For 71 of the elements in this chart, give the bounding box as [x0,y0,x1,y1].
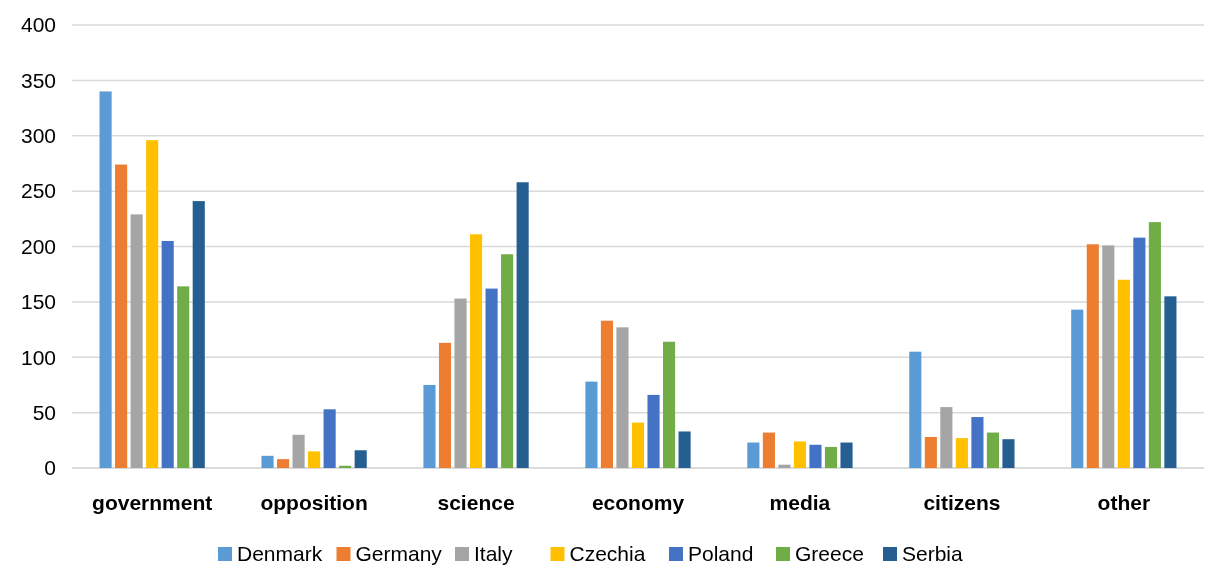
bar [971,417,984,468]
x-tick-label: opposition [260,491,368,514]
y-tick-label: 200 [20,234,56,258]
bar [1071,309,1084,468]
bar [1133,237,1146,468]
bar [1117,279,1130,468]
y-tick-label: 250 [20,179,56,203]
bar [501,254,514,468]
legend-label: Czechia [569,542,646,565]
y-tick-label: 0 [44,456,56,480]
bar [924,436,937,468]
bar [146,140,159,468]
y-tick-label: 150 [20,290,56,314]
bar [778,464,791,468]
bar [631,422,645,468]
legend-label: Germany [355,542,443,565]
x-tick-label: citizens [923,491,1001,514]
bar [840,442,853,468]
bar [161,240,174,468]
x-tick-label: economy [591,491,685,514]
bar [1086,244,1099,468]
bar [940,407,953,468]
y-tick-label: 50 [32,400,56,424]
bar [1002,439,1015,468]
bar [308,451,321,468]
legend-label: Denmark [237,542,323,565]
bar [647,394,660,468]
bar [824,446,838,468]
bar [1164,296,1177,468]
bar [438,342,452,468]
bar [115,164,128,468]
bar [354,450,367,468]
bar [793,441,806,468]
x-tick-label: government [92,491,213,514]
legend-label: Serbia [902,542,964,565]
bar [277,459,290,468]
bar [177,286,190,468]
bar [747,442,760,468]
bar [809,444,822,468]
bar [323,409,336,468]
bar [485,288,498,468]
bar [192,201,205,468]
y-tick-label: 400 [20,13,56,37]
legend-label: Greece [795,542,864,565]
bar [261,455,274,468]
bar [99,91,112,468]
bar [1148,222,1161,468]
legend-label: Poland [688,542,754,565]
bar [292,434,305,468]
bar [130,214,143,468]
bar [1102,245,1115,468]
legend-label: Italy [474,542,514,565]
bar [600,320,613,468]
bar [423,384,436,468]
bar [909,351,922,468]
y-tick-label: 100 [20,345,56,369]
x-tick-label: media [769,491,831,514]
bar [986,432,999,468]
y-tick-label: 300 [20,124,56,148]
bar [454,298,467,468]
x-tick-label: science [437,491,515,514]
bar [663,341,676,468]
bar [470,234,483,468]
bar [616,327,629,468]
bar [762,432,775,468]
bar [585,381,598,468]
bar [678,431,691,468]
bar [955,438,968,468]
x-tick-label: other [1097,491,1151,514]
y-tick-label: 350 [20,68,56,92]
bar [516,182,529,468]
